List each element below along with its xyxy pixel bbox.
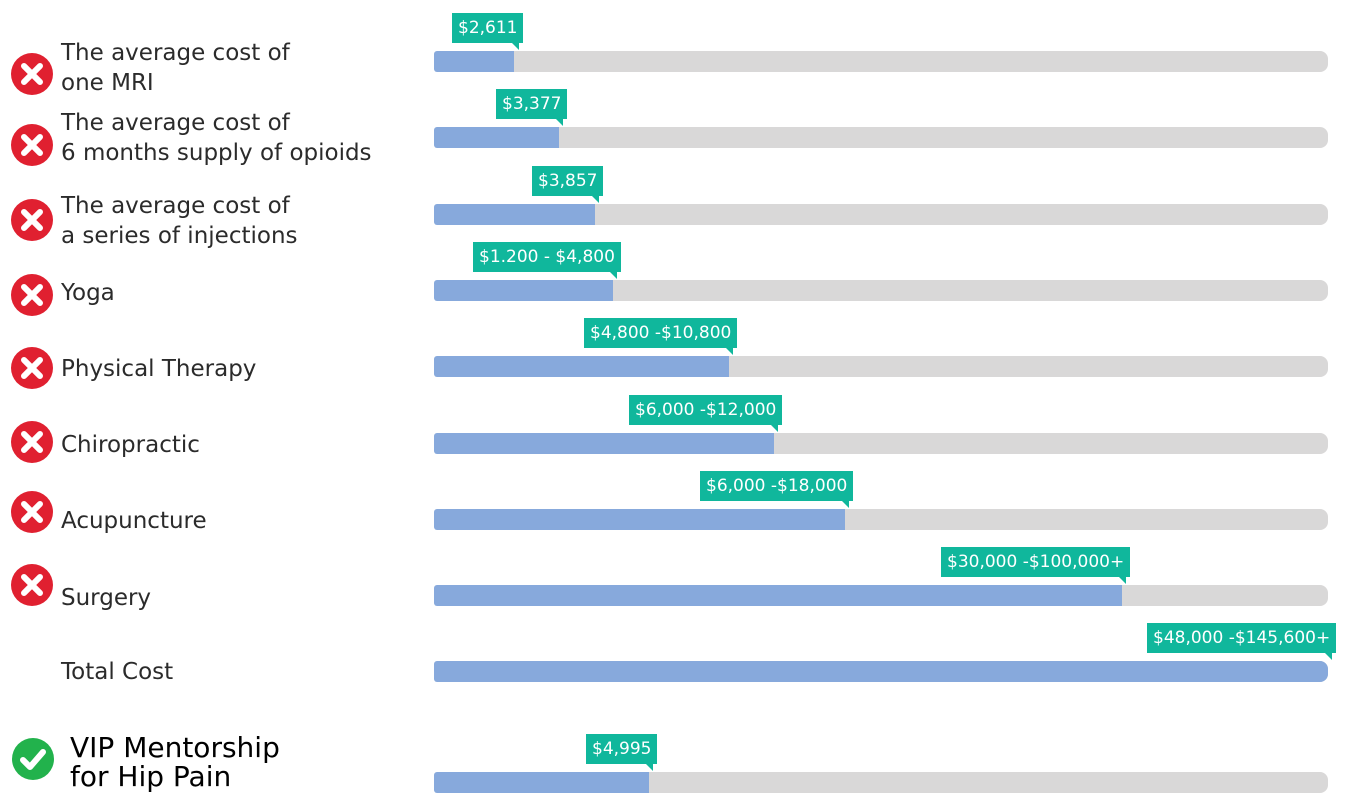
category-label-line: 6 months supply of opioids (61, 140, 372, 166)
value-label: $3,377 (496, 89, 568, 126)
bar (434, 51, 514, 72)
bar-track (434, 509, 1328, 530)
value-label: $3,857 (532, 166, 604, 203)
category-label: Yoga (61, 278, 115, 308)
value-label: $48,000 -$145,600+ (1147, 623, 1337, 660)
bar-track (434, 433, 1328, 454)
x-circle-icon (10, 273, 54, 317)
bar (434, 661, 1328, 682)
x-circle-icon (10, 346, 54, 390)
category-label: The average cost of a series of injection… (61, 191, 298, 251)
value-label: $4,995 (586, 734, 658, 771)
category-label: Physical Therapy (61, 354, 256, 384)
x-circle-icon (10, 123, 54, 167)
category-label-line: for Hip Pain (70, 760, 232, 793)
bar-track (434, 204, 1328, 225)
category-label-line: The average cost of (61, 193, 290, 219)
x-circle-icon (10, 198, 54, 242)
value-label: $6,000 -$18,000 (700, 471, 854, 508)
category-label-line: Physical Therapy (61, 356, 257, 382)
value-label: $6,000 -$12,000 (629, 395, 783, 432)
value-label: $30,000 -$100,000+ (941, 547, 1131, 584)
category-label: Surgery (61, 583, 151, 613)
bar (434, 433, 774, 454)
x-circle-icon (10, 420, 54, 464)
x-circle-icon (10, 490, 54, 534)
category-label-line: The average cost of (61, 110, 290, 136)
check-circle-icon (11, 737, 55, 781)
category-label-line: The average cost of (61, 40, 290, 66)
bar-track (434, 51, 1328, 72)
value-label: $4,800 -$10,800 (584, 318, 738, 355)
x-circle-icon (10, 563, 54, 607)
bar-track (434, 127, 1328, 148)
bar-track (434, 585, 1328, 606)
bar-track (434, 356, 1328, 377)
bar-track (434, 661, 1328, 682)
category-label: VIP Mentorship for Hip Pain (70, 733, 280, 791)
category-label-line: Chiropractic (61, 432, 200, 458)
bar-track (434, 280, 1328, 301)
bar (434, 585, 1122, 606)
category-label: The average cost of 6 months supply of op… (61, 108, 372, 168)
category-label: Total Cost (61, 657, 173, 687)
category-label: Acupuncture (61, 506, 207, 536)
category-label-line: Acupuncture (61, 508, 207, 534)
value-label: $2,611 (452, 13, 524, 50)
category-label-line: Total Cost (61, 659, 174, 685)
bar (434, 280, 613, 301)
category-label-line: Surgery (61, 585, 152, 611)
bar (434, 204, 595, 225)
bar-track (434, 772, 1328, 793)
bar (434, 772, 649, 793)
bar (434, 509, 845, 530)
x-circle-icon (10, 52, 54, 96)
bar (434, 356, 729, 377)
category-label-line: one MRI (61, 70, 154, 96)
bar (434, 127, 559, 148)
category-label-line: Yoga (61, 280, 115, 306)
value-label: $1.200 - $4,800 (473, 242, 621, 279)
category-label-line: a series of injections (61, 223, 298, 249)
category-label: The average cost of one MRI (61, 38, 290, 98)
category-label: Chiropractic (61, 430, 200, 460)
category-label-line: VIP Mentorship (70, 731, 280, 764)
